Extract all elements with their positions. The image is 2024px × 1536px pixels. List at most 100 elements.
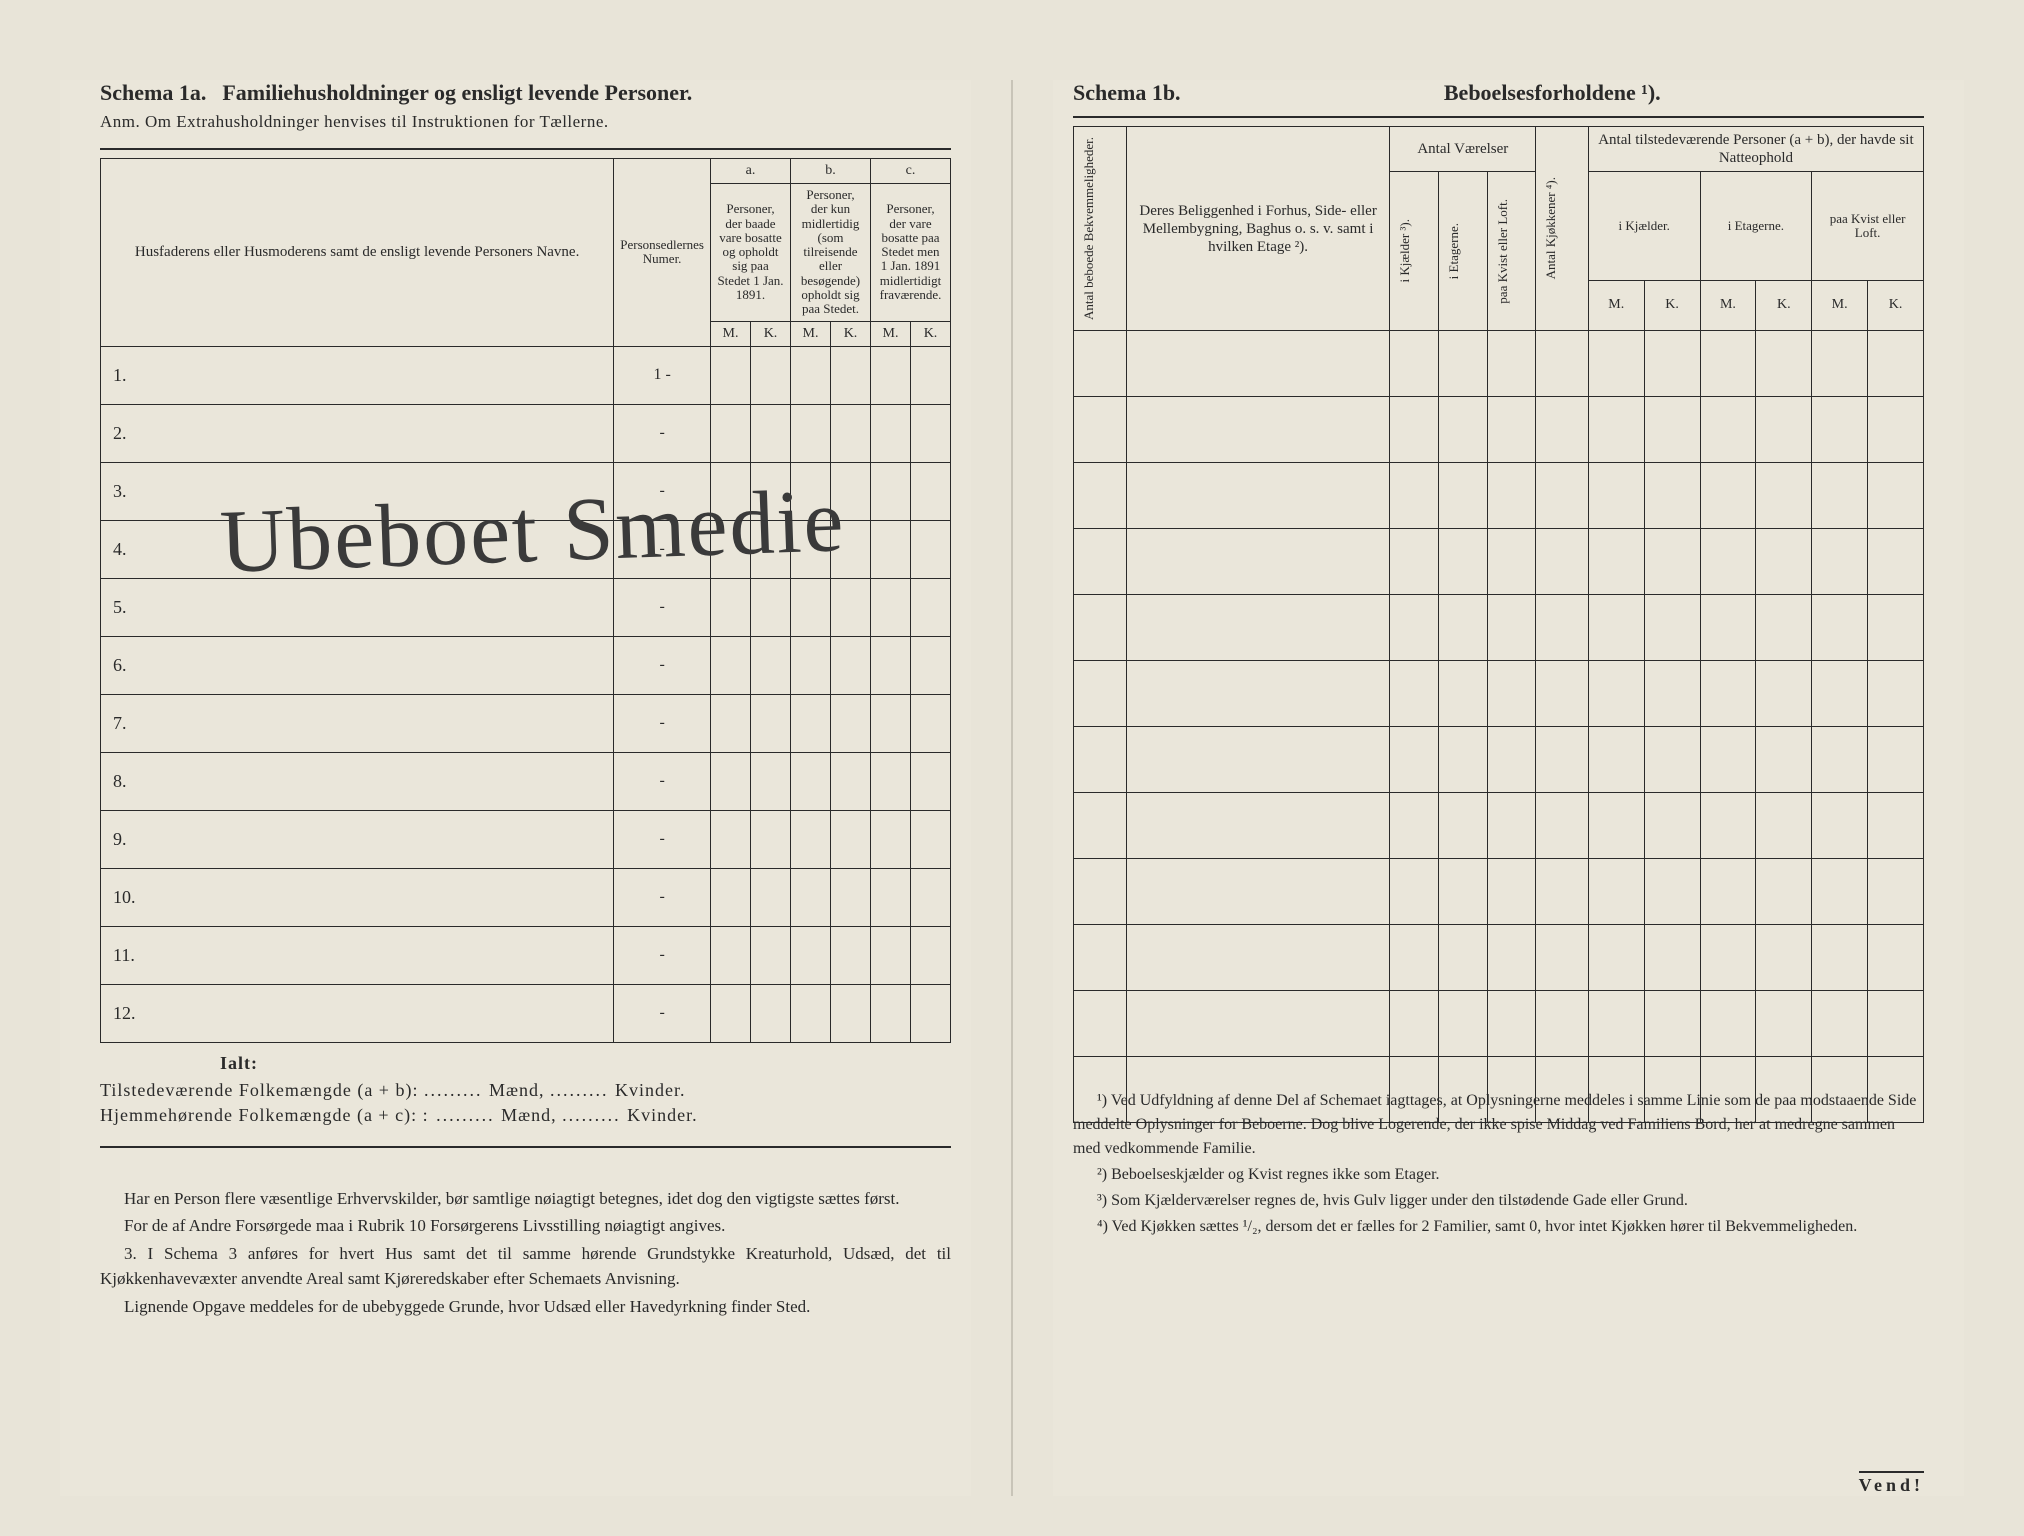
left-title-row: Schema 1a. Familiehusholdninger og ensli… <box>100 80 951 106</box>
cell <box>1812 727 1868 793</box>
col-etagerne: i Etagerne. <box>1445 217 1463 285</box>
table-row <box>1074 991 1924 1057</box>
table-head: Husfaderens eller Husmoderens samt de en… <box>101 159 951 347</box>
cell <box>142 752 614 810</box>
cell <box>1588 793 1644 859</box>
row-num: 1. <box>101 346 142 404</box>
cell <box>1812 793 1868 859</box>
note-line: Har en Person flere væsentlige Erhvervsk… <box>100 1186 951 1212</box>
table-row <box>1074 661 1924 727</box>
col-a-label: a. <box>711 159 791 184</box>
cell <box>791 462 831 520</box>
schema-1a-table: Husfaderens eller Husmoderens samt de en… <box>100 158 951 1043</box>
cell <box>831 868 871 926</box>
footnote-line: ²) Beboelseskjælder og Kvist regnes ikke… <box>1073 1163 1924 1187</box>
cell <box>1074 793 1127 859</box>
note-line: 3. I Schema 3 anføres for hvert Hus samt… <box>100 1241 951 1292</box>
cell <box>1756 661 1812 727</box>
cell <box>1644 595 1700 661</box>
col-kvist: paa Kvist eller Loft. <box>1494 193 1512 310</box>
row-num: 9. <box>101 810 142 868</box>
cell <box>1812 397 1868 463</box>
cell <box>911 868 951 926</box>
cell <box>1439 595 1488 661</box>
col-a-text: Personer, der baade vare bosatte og opho… <box>711 184 791 322</box>
cell <box>1868 925 1924 991</box>
cell <box>911 346 951 404</box>
row-num: 8. <box>101 752 142 810</box>
right-page: Schema 1b. Beboelsesforholdene ¹). Antal… <box>1053 80 1964 1496</box>
table-row <box>1074 793 1924 859</box>
cell: - <box>614 810 711 868</box>
table-row <box>1074 727 1924 793</box>
cell <box>1868 397 1924 463</box>
cell <box>871 868 911 926</box>
cell <box>1074 991 1127 1057</box>
left-rule-2 <box>100 1146 951 1148</box>
cell <box>911 694 951 752</box>
cell <box>791 404 831 462</box>
cell <box>791 984 831 1042</box>
cell <box>1536 991 1589 1057</box>
cell <box>1390 529 1439 595</box>
cell <box>831 810 871 868</box>
cell <box>1812 595 1868 661</box>
cell <box>1700 463 1756 529</box>
cell <box>1487 991 1536 1057</box>
cell <box>1487 463 1536 529</box>
row-num: 4. <box>101 520 142 578</box>
cell <box>1588 925 1644 991</box>
col-ietagerne: i Etagerne. <box>1700 172 1812 281</box>
col-b-label: b. <box>791 159 871 184</box>
cell <box>751 694 791 752</box>
cell <box>1700 331 1756 397</box>
schema-1b-title: Beboelsesforholdene ¹). <box>1444 80 1661 106</box>
dots: : ......... <box>423 1105 502 1125</box>
row-num: 10. <box>101 868 142 926</box>
cell <box>1126 529 1390 595</box>
cell <box>1868 331 1924 397</box>
cell <box>911 578 951 636</box>
cell <box>1536 595 1589 661</box>
cell <box>1390 793 1439 859</box>
cell <box>831 984 871 1042</box>
cell <box>1390 991 1439 1057</box>
cell <box>1812 991 1868 1057</box>
cell <box>1074 463 1127 529</box>
cell <box>1126 463 1390 529</box>
cell <box>751 752 791 810</box>
total2-label: Hjemmehørende Folkemængde (a + c): <box>100 1105 417 1125</box>
cell <box>871 926 911 984</box>
cell <box>1074 859 1127 925</box>
cell <box>1644 529 1700 595</box>
note-line: Lignende Opgave meddeles for de ubebygge… <box>100 1294 951 1320</box>
row-num: 3. <box>101 462 142 520</box>
schema-1a-title: Familiehusholdninger og ensligt levende … <box>222 80 692 106</box>
col-c-text: Personer, der vare bosatte paa Stedet me… <box>871 184 951 322</box>
cell <box>1868 991 1924 1057</box>
cell <box>1536 331 1589 397</box>
schema-1b-label: Schema 1b. <box>1073 80 1181 106</box>
cell: - <box>614 694 711 752</box>
cell <box>1390 859 1439 925</box>
cell <box>831 926 871 984</box>
table-row <box>1074 397 1924 463</box>
table-row: 6.- <box>101 636 951 694</box>
table-row: 9. - <box>101 810 951 868</box>
table-head-1b: Antal beboede Bekvemmeligheder. Deres Be… <box>1074 127 1924 331</box>
cell <box>1487 793 1536 859</box>
cell <box>1588 595 1644 661</box>
cell <box>1487 727 1536 793</box>
left-subtitle: Anm. Om Extrahusholdninger henvises til … <box>100 112 951 132</box>
cell <box>1390 595 1439 661</box>
col-paakvist: paa Kvist eller Loft. <box>1812 172 1924 281</box>
cell <box>751 462 791 520</box>
cell <box>142 984 614 1042</box>
cell <box>1588 331 1644 397</box>
cell: 1 - <box>614 346 711 404</box>
cell <box>1588 991 1644 1057</box>
cell <box>1536 529 1589 595</box>
mk: K. <box>1644 280 1700 330</box>
cell <box>1487 661 1536 727</box>
cell <box>791 810 831 868</box>
